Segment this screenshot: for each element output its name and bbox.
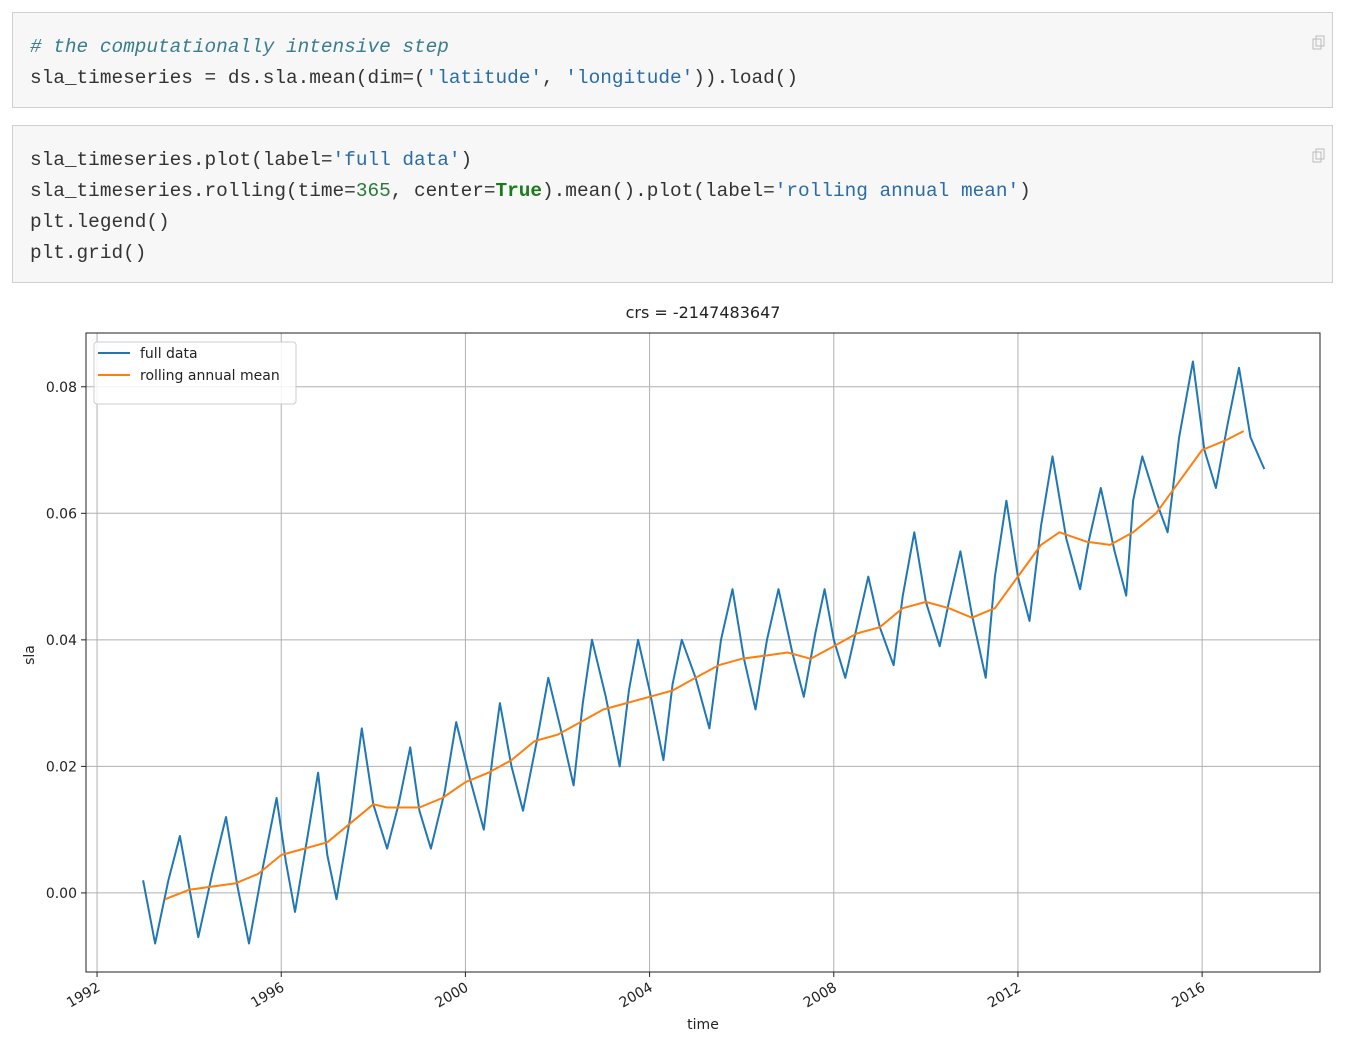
copy-icon-back [1315, 148, 1325, 160]
legend-label: rolling annual mean [140, 368, 280, 384]
y-tick-label: 0.02 [46, 759, 77, 775]
code-line: sla_timeseries.rolling(time=365, center=… [30, 180, 1031, 202]
copy-icon-back [1315, 35, 1325, 47]
grid [86, 333, 1320, 972]
y-tick-label: 0.04 [46, 633, 77, 649]
code-line: sla_timeseries.plot(label='full data') [30, 149, 472, 171]
code-line: sla_timeseries = ds.sla.mean(dim=('latit… [30, 67, 798, 89]
copy-icon[interactable] [1312, 38, 1322, 50]
y-tick-label: 0.08 [46, 380, 77, 396]
y-axis-label: sla [22, 645, 38, 665]
x-tick-label: 2004 [617, 980, 656, 1012]
code-area: # the computationally intensive step sla_… [30, 35, 1325, 89]
code-line: plt.grid() [30, 242, 146, 264]
plot-frame [85, 332, 1321, 973]
code-area: sla_timeseries.plot(label='full data') sl… [30, 148, 1325, 264]
series-line [164, 430, 1245, 901]
code-line: plt.legend() [30, 211, 170, 233]
x-tick-label: 2008 [801, 980, 840, 1012]
code-line: # the computationally intensive step [30, 36, 449, 58]
code-cell[interactable]: # the computationally intensive step sla_… [12, 12, 1333, 108]
copy-icon[interactable] [1312, 151, 1322, 163]
series-line [142, 360, 1266, 945]
x-tick-label: 2016 [1169, 980, 1208, 1012]
y-tick-label: 0.06 [46, 506, 77, 522]
x-tick-label: 2012 [985, 980, 1024, 1012]
x-tick-label: 1992 [64, 980, 103, 1012]
legend-box [93, 341, 297, 405]
code-cell[interactable]: sla_timeseries.plot(label='full data') sl… [12, 125, 1333, 283]
y-tick-label: 0.00 [46, 886, 77, 902]
x-tick-label: 1996 [248, 980, 287, 1012]
x-axis-label: time [687, 1017, 719, 1033]
chart-title: crs = -2147483647 [626, 303, 781, 322]
legend-label: full data [140, 346, 198, 362]
x-tick-label: 2000 [433, 980, 472, 1012]
